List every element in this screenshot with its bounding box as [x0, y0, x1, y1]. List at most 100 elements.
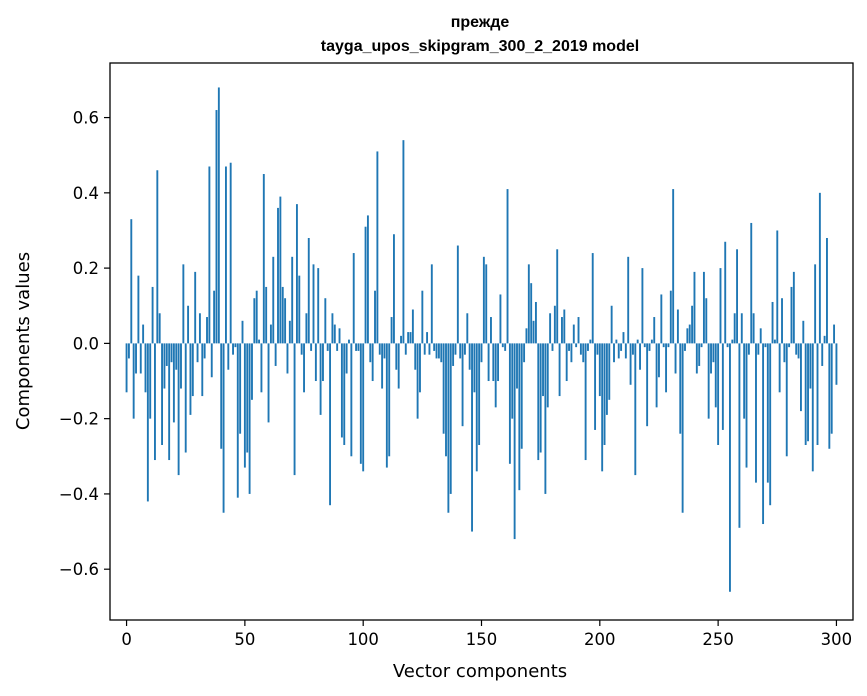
- bar-269: [762, 343, 765, 525]
- bar-6: [139, 343, 142, 374]
- bar-77: [307, 238, 310, 344]
- bar-61: [269, 324, 272, 344]
- bar-12: [154, 343, 156, 461]
- bar-197: [591, 253, 594, 344]
- bar-238: [688, 324, 691, 344]
- bar-16: [163, 343, 166, 389]
- bar-254: [726, 343, 729, 348]
- bar-120: [409, 332, 412, 344]
- bar-234: [679, 343, 682, 434]
- bar-177: [544, 343, 547, 494]
- bar-181: [553, 305, 556, 344]
- x-tick-label-50: 50: [234, 630, 255, 649]
- bar-112: [390, 317, 393, 344]
- bar-144: [466, 313, 469, 344]
- bar-236: [684, 343, 686, 351]
- bar-46: [234, 343, 237, 348]
- bar-248: [712, 343, 715, 363]
- bar-3: [132, 343, 135, 419]
- bar-261: [743, 343, 746, 419]
- bar-218: [641, 268, 644, 344]
- bar-56: [258, 339, 261, 344]
- bar-67: [284, 298, 287, 344]
- bar-33: [203, 343, 206, 359]
- bar-198: [594, 343, 597, 430]
- bar-264: [750, 222, 753, 344]
- bar-206: [613, 343, 615, 363]
- bar-297: [828, 343, 831, 449]
- bar-113: [393, 234, 395, 344]
- bar-272: [769, 343, 772, 506]
- bar-139: [454, 343, 457, 355]
- bar-186: [565, 343, 568, 382]
- bar-76: [305, 313, 308, 344]
- bar-68: [286, 343, 289, 374]
- bar-240: [693, 271, 696, 344]
- bar-94: [348, 339, 350, 344]
- bar-277: [781, 298, 783, 344]
- y-tick-label-5: −0.4: [59, 485, 99, 504]
- bar-59: [265, 286, 268, 344]
- bar-290: [811, 343, 814, 472]
- bar-275: [776, 230, 779, 344]
- bar-241: [695, 343, 698, 374]
- bar-280: [788, 343, 791, 348]
- bar-80: [314, 343, 317, 382]
- y-tick-label-4: −0.2: [59, 410, 99, 429]
- bar-118: [404, 343, 407, 355]
- bar-81: [317, 268, 320, 344]
- chart-title-line2: tayga_upos_skipgram_300_2_2019 model: [321, 38, 639, 55]
- bar-44: [229, 162, 232, 344]
- bar-213: [629, 343, 632, 385]
- bar-294: [821, 343, 824, 366]
- bar-19: [170, 343, 173, 363]
- bar-160: [504, 343, 507, 351]
- bar-99: [359, 343, 362, 464]
- bar-224: [655, 343, 658, 408]
- bar-15: [161, 343, 163, 445]
- bar-140: [456, 245, 459, 344]
- bar-158: [499, 294, 502, 344]
- bar-200: [598, 343, 601, 397]
- bar-262: [745, 343, 748, 468]
- bar-282: [792, 271, 795, 344]
- bar-174: [537, 343, 540, 461]
- bar-255: [729, 343, 731, 592]
- bar-152: [485, 264, 488, 344]
- bar-9: [146, 343, 149, 502]
- bar-32: [201, 343, 204, 397]
- bar-82: [319, 343, 322, 415]
- bar-85: [326, 343, 329, 351]
- bar-130: [433, 343, 436, 351]
- bars-group: [125, 87, 838, 592]
- bar-41: [222, 343, 225, 513]
- bar-173: [534, 301, 537, 344]
- bar-156: [494, 343, 497, 408]
- bar-98: [357, 343, 360, 351]
- bar-50: [243, 343, 246, 468]
- bar-86: [329, 343, 331, 506]
- bar-226: [660, 294, 663, 344]
- bar-267: [757, 343, 760, 355]
- bar-214: [631, 343, 634, 355]
- bar-237: [686, 328, 689, 344]
- bar-283: [795, 343, 798, 355]
- bar-285: [800, 343, 802, 412]
- bar-53: [251, 343, 253, 400]
- bar-204: [608, 343, 611, 400]
- bar-233: [676, 309, 679, 344]
- bar-281: [790, 286, 793, 344]
- bar-121: [411, 309, 414, 344]
- bar-251: [719, 268, 722, 344]
- bar-54: [253, 298, 256, 344]
- bar-135: [445, 343, 447, 457]
- y-tick-label-2: 0.2: [73, 259, 99, 278]
- bar-31: [198, 313, 201, 344]
- bar-194: [584, 343, 587, 461]
- x-axis-label: Vector components: [393, 661, 567, 682]
- bar-35: [208, 166, 211, 344]
- bar-166: [518, 343, 521, 491]
- bar-230: [669, 290, 672, 344]
- bar-43: [227, 343, 230, 370]
